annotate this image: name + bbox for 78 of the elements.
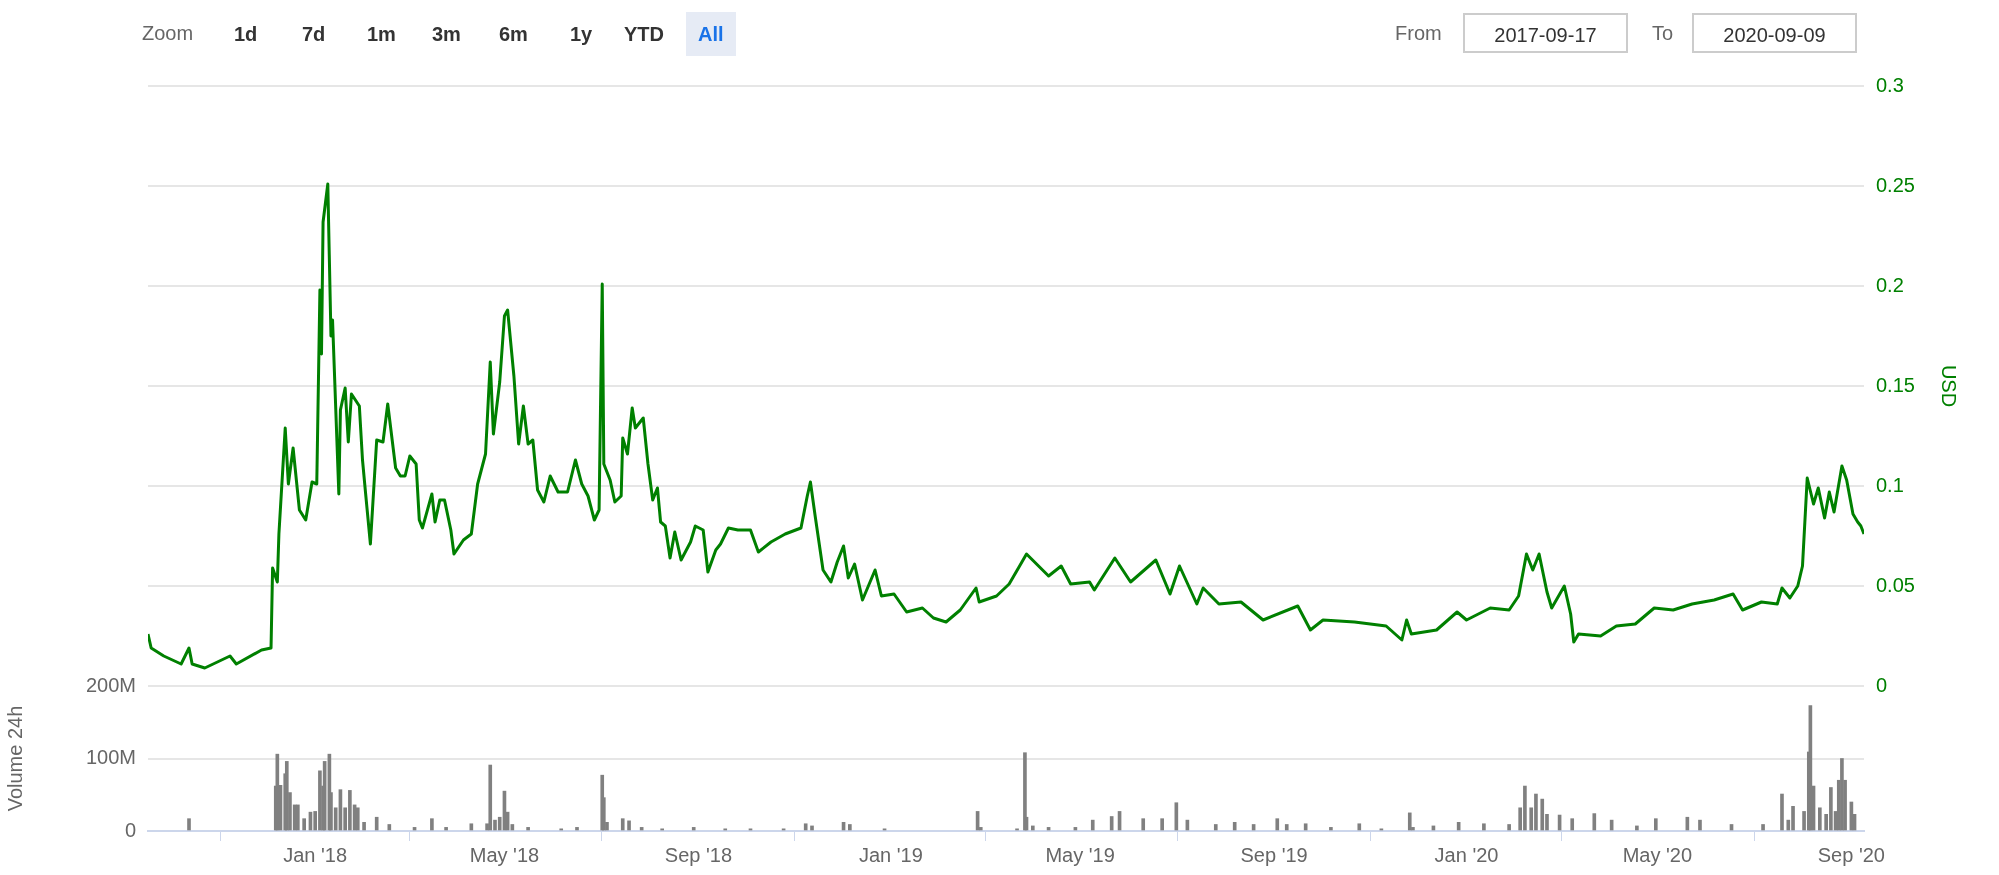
bar xyxy=(1090,819,1095,831)
bar xyxy=(1818,807,1822,831)
bar xyxy=(848,824,852,831)
bar xyxy=(1698,819,1702,831)
text: YTD xyxy=(623,22,665,47)
y-tick-label: 0 xyxy=(1876,673,1888,696)
bar xyxy=(1761,824,1765,831)
bar xyxy=(1780,793,1784,831)
bar xyxy=(469,823,474,831)
x-tick-label: Jan '18 xyxy=(283,843,348,866)
x-tick-label: Jan '20 xyxy=(1434,843,1499,866)
y-tick-label: 200M xyxy=(85,673,136,696)
text: 1m xyxy=(366,22,397,47)
bar xyxy=(1635,825,1639,831)
bar xyxy=(620,818,625,831)
bar xyxy=(526,827,530,831)
y-tick-label: 0 xyxy=(124,818,136,841)
y-tick-label: 0.1 xyxy=(1876,473,1904,496)
x-tick-label: Sep '18 xyxy=(664,843,733,866)
x-tick-label: May '18 xyxy=(469,843,540,866)
x-tick-label: May '20 xyxy=(1622,843,1693,866)
y-tick-label: 0.15 xyxy=(1876,373,1915,396)
y-tick-label: 0.2 xyxy=(1876,273,1904,296)
x-tick-label: Jan '19 xyxy=(858,843,923,866)
bar xyxy=(810,825,814,831)
text: Zoom xyxy=(142,22,194,45)
bar xyxy=(1232,821,1237,831)
y-tick-label: 0.3 xyxy=(1876,73,1904,96)
bar xyxy=(691,827,696,831)
bar xyxy=(1284,824,1289,831)
bar xyxy=(1540,798,1545,831)
bar xyxy=(1592,813,1597,831)
bar xyxy=(1653,818,1658,831)
bar xyxy=(803,823,808,831)
bar xyxy=(1482,823,1486,831)
bar xyxy=(1109,816,1114,831)
bar xyxy=(1357,823,1362,831)
bar xyxy=(387,824,392,831)
bar xyxy=(284,761,289,831)
text: 1y xyxy=(569,22,594,47)
y-tick-label: 0.25 xyxy=(1876,173,1915,196)
text: To xyxy=(1652,22,1674,45)
text: 3m xyxy=(431,22,462,47)
text: 1d xyxy=(233,22,259,47)
bar xyxy=(302,818,306,831)
bar xyxy=(187,818,191,831)
bar xyxy=(1160,818,1164,831)
y-tick-label: 100M xyxy=(85,746,136,769)
bar xyxy=(444,827,448,831)
bar xyxy=(1507,824,1511,831)
text: 7d xyxy=(301,22,327,47)
bar xyxy=(488,764,493,831)
bar xyxy=(1840,758,1844,831)
x-tick-label: May '19 xyxy=(1045,843,1115,866)
text: 2020-09-09 xyxy=(1692,13,1857,53)
bar xyxy=(374,816,379,831)
bar xyxy=(1275,818,1280,831)
bar xyxy=(1329,827,1333,831)
bar xyxy=(575,827,579,831)
y-axis-title: Volume 24h xyxy=(3,705,26,812)
text: From xyxy=(1395,22,1442,45)
bar xyxy=(430,818,434,831)
bar xyxy=(1213,824,1218,831)
bar xyxy=(1030,825,1035,831)
bar xyxy=(362,821,366,831)
bar xyxy=(1407,812,1412,831)
bar xyxy=(1023,752,1027,831)
text: 6m xyxy=(498,22,529,47)
bar xyxy=(1570,818,1575,831)
y-axis-title: USD xyxy=(1938,364,1961,408)
bar xyxy=(1141,818,1146,831)
x-tick-label: Sep '20 xyxy=(1817,843,1885,866)
text: All xyxy=(686,12,736,56)
bar xyxy=(296,804,300,831)
y-tick-label: 0.05 xyxy=(1876,573,1915,596)
x-tick-label: Sep '19 xyxy=(1240,843,1308,866)
text: 2017-09-17 xyxy=(1463,13,1628,53)
bar xyxy=(627,820,631,831)
